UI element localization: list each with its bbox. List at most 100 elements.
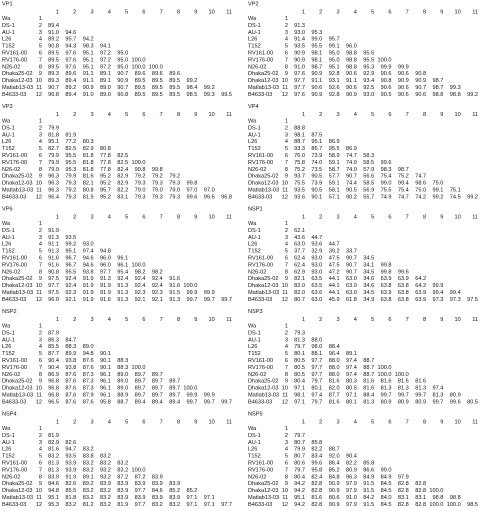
identity-value: 84.5: [381, 481, 392, 487]
identity-value: 63.9: [381, 290, 392, 296]
row-number: 3: [285, 337, 288, 343]
identity-value: 82.5: [117, 153, 128, 159]
row-name: DS-1: [248, 228, 261, 234]
identity-value: 97.4: [346, 365, 357, 371]
identity-value: 83.9: [152, 495, 163, 501]
identity-value: 75.0: [415, 187, 426, 193]
column-header: 7: [160, 9, 163, 15]
row-number: 4: [39, 139, 42, 145]
identity-value: 89.4: [135, 399, 146, 405]
identity-value: 89.0: [117, 372, 128, 378]
identity-value: 82.5: [65, 146, 76, 152]
row-number: 10: [36, 386, 42, 392]
identity-value: 99.2: [467, 92, 478, 98]
row-name: Wa: [2, 221, 11, 227]
row-name: L26: [248, 139, 257, 145]
identity-value: 91.6: [169, 276, 180, 282]
identity-value: 99.9: [398, 64, 409, 70]
identity-value: 63.8: [398, 290, 409, 296]
row-name: RV161-00: [2, 153, 27, 159]
identity-value: 95.4: [117, 269, 128, 275]
identity-value: 93.0: [294, 30, 305, 36]
identity-value: 90.6: [398, 92, 409, 98]
identity-value: 99.2: [65, 242, 76, 248]
identity-value: 88.8: [294, 125, 305, 131]
identity-value: 90.9: [311, 92, 322, 98]
identity-value: 77.8: [100, 167, 111, 173]
row-name: RV161-00: [248, 255, 273, 261]
identity-value: 89.7: [135, 386, 146, 392]
column-header: 6: [142, 214, 145, 220]
identity-value: 95.3: [311, 30, 322, 36]
identity-value: 99.9: [204, 290, 215, 296]
identity-value: 97.7: [311, 365, 322, 371]
identity-value: 73.9: [311, 153, 322, 159]
identity-value: 83.2: [100, 502, 111, 508]
row-number: 5: [285, 249, 288, 255]
identity-value: 83.9: [169, 481, 180, 487]
identity-value: 91.3: [117, 290, 128, 296]
identity-value: 90.8: [117, 92, 128, 98]
identity-value: 79.9: [48, 160, 59, 166]
identity-value: 88.3: [65, 344, 76, 350]
row-number: 8: [39, 474, 42, 480]
identity-value: 87.2: [135, 474, 146, 480]
row-name: Dhaka12-03: [2, 488, 32, 494]
identity-value: 90.5: [346, 187, 357, 193]
row-number: 7: [285, 160, 288, 166]
identity-value: 91.9: [100, 290, 111, 296]
identity-value: 96.3: [48, 181, 59, 187]
identity-value: 87.3: [83, 386, 94, 392]
row-number: 3: [285, 132, 288, 138]
identity-value: 97.9: [346, 488, 357, 494]
column-header: 11: [226, 214, 232, 220]
identity-value: 75.1: [450, 187, 461, 193]
row-name: Wa: [248, 221, 257, 227]
identity-value: 85.5: [48, 344, 59, 350]
column-header: 4: [108, 112, 111, 118]
identity-value: 90.8: [48, 269, 59, 275]
column-header: 9: [440, 419, 443, 425]
row-name: L26: [248, 447, 257, 453]
row-number: 5: [285, 146, 288, 152]
row-name: B4633-03: [248, 297, 272, 303]
identity-value: 95.1: [329, 64, 340, 70]
identity-value: 74.0: [311, 160, 322, 166]
row-number: 6: [39, 460, 42, 466]
row-number: 5: [39, 249, 42, 255]
identity-value: 95.5: [65, 153, 76, 159]
column-header: 5: [125, 9, 128, 15]
identity-value: 79.3: [169, 194, 180, 200]
row-number: 7: [39, 365, 42, 371]
row-number: 6: [285, 460, 288, 466]
row-number: 3: [39, 235, 42, 241]
row-number: 9: [39, 276, 42, 282]
identity-value: 90.9: [329, 502, 340, 508]
row-number: 12: [36, 399, 42, 405]
row-number: 7: [285, 262, 288, 268]
identity-value: 89.1: [83, 474, 94, 480]
identity-value: 90.9: [329, 481, 340, 487]
identity-value: 98.8: [450, 92, 461, 98]
identity-value: 81.8: [83, 160, 94, 166]
identity-value: 89.5: [152, 78, 163, 84]
identity-value: 43.6: [294, 235, 305, 241]
identity-value: 63.9: [415, 297, 426, 303]
identity-value: 62.9: [294, 269, 305, 275]
column-header: 7: [406, 112, 409, 118]
row-number: 7: [285, 467, 288, 473]
identity-value: 80.4: [294, 474, 305, 480]
column-header: 11: [226, 317, 232, 323]
identity-value: 90.9: [294, 50, 305, 56]
identity-value: 82.9: [83, 146, 94, 152]
identity-value: 99.2: [204, 85, 215, 91]
identity-value: 34.6: [363, 276, 374, 282]
identity-value: 86.6: [363, 467, 374, 473]
identity-value: 80.1: [294, 351, 305, 357]
identity-value: 99.2: [187, 78, 198, 84]
identity-value: 56.9: [363, 187, 374, 193]
identity-value: 95.2: [100, 194, 111, 200]
identity-value: 95.1: [294, 495, 305, 501]
identity-value: 63.9: [398, 276, 409, 282]
column-header: 5: [371, 214, 374, 220]
